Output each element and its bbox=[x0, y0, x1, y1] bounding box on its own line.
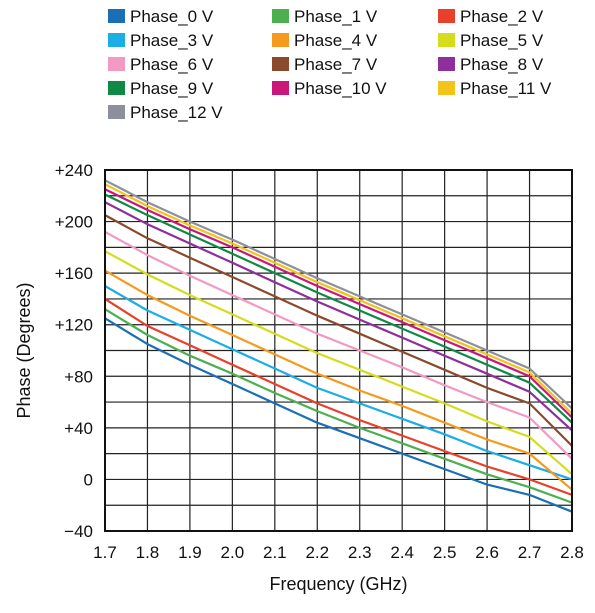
x-tick-label: 2.2 bbox=[305, 543, 329, 562]
legend-item: Phase_6 V bbox=[108, 55, 214, 74]
x-tick-label: 2.1 bbox=[263, 543, 287, 562]
x-tick-label: 2.5 bbox=[433, 543, 457, 562]
legend-swatch bbox=[108, 81, 125, 95]
x-tick-label: 2.4 bbox=[390, 543, 414, 562]
legend-label: Phase_7 V bbox=[294, 55, 378, 74]
legend-item: Phase_8 V bbox=[438, 55, 544, 74]
legend-label: Phase_2 V bbox=[460, 7, 544, 26]
legend-swatch bbox=[438, 57, 455, 71]
legend-label: Phase_1 V bbox=[294, 7, 378, 26]
legend-swatch bbox=[108, 33, 125, 47]
y-tick-label: −40 bbox=[64, 522, 93, 541]
series-lines bbox=[105, 180, 572, 511]
y-axis-title: Phase (Degrees) bbox=[14, 282, 34, 418]
legend-label: Phase_4 V bbox=[294, 31, 378, 50]
x-tick-label: 2.7 bbox=[518, 543, 542, 562]
y-tick-label: +120 bbox=[55, 316, 93, 335]
legend-swatch bbox=[108, 9, 125, 23]
legend-swatch bbox=[438, 9, 455, 23]
y-tick-label: +240 bbox=[55, 161, 93, 180]
x-tick-label: 1.8 bbox=[136, 543, 160, 562]
legend: Phase_0 V Phase_1 V Phase_2 V Phase_3 V Phas… bbox=[108, 7, 552, 122]
series-line-phase-6-v bbox=[105, 232, 572, 459]
y-tick-label: 0 bbox=[84, 470, 93, 489]
legend-label: Phase_10 V bbox=[294, 79, 387, 98]
legend-label: Phase_12 V bbox=[130, 103, 223, 122]
legend-swatch bbox=[272, 57, 289, 71]
x-tick-label: 1.9 bbox=[178, 543, 202, 562]
legend-label: Phase_11 V bbox=[460, 79, 552, 98]
legend-item: Phase_3 V bbox=[108, 31, 214, 50]
legend-label: Phase_0 V bbox=[130, 7, 214, 26]
legend-item: Phase_2 V bbox=[438, 7, 544, 26]
legend-item: Phase_0 V bbox=[108, 7, 214, 26]
x-tick-label: 2.0 bbox=[221, 543, 245, 562]
legend-swatch bbox=[108, 57, 125, 71]
legend-item: Phase_9 V bbox=[108, 79, 214, 98]
legend-item: Phase_1 V bbox=[272, 7, 378, 26]
legend-swatch bbox=[272, 81, 289, 95]
y-tick-label: +160 bbox=[55, 264, 93, 283]
x-tick-label: 2.8 bbox=[560, 543, 584, 562]
series-line-phase-2-v bbox=[105, 299, 572, 495]
legend-label: Phase_6 V bbox=[130, 55, 214, 74]
y-tick-label: +80 bbox=[64, 367, 93, 386]
y-tick-label: +200 bbox=[55, 213, 93, 232]
legend-label: Phase_5 V bbox=[460, 31, 544, 50]
x-tick-label: 1.7 bbox=[93, 543, 117, 562]
legend-item: Phase_7 V bbox=[272, 55, 378, 74]
legend-item: Phase_12 V bbox=[108, 103, 223, 122]
legend-item: Phase_10 V bbox=[272, 79, 387, 98]
legend-label: Phase_3 V bbox=[130, 31, 214, 50]
legend-item: Phase_5 V bbox=[438, 31, 544, 50]
legend-swatch bbox=[438, 81, 455, 95]
legend-label: Phase_8 V bbox=[460, 55, 544, 74]
legend-item: Phase_11 V bbox=[438, 79, 552, 98]
y-tick-labels: +240 +200 +160 +120 +80 +40 0 −40 bbox=[55, 161, 93, 541]
legend-swatch bbox=[272, 33, 289, 47]
series-line-phase-5-v bbox=[105, 251, 572, 474]
legend-item: Phase_4 V bbox=[272, 31, 378, 50]
y-tick-label: +40 bbox=[64, 419, 93, 438]
legend-label: Phase_9 V bbox=[130, 79, 214, 98]
legend-swatch bbox=[108, 105, 125, 119]
legend-swatch bbox=[272, 9, 289, 23]
grid bbox=[105, 170, 572, 531]
x-tick-labels: 1.7 1.8 1.9 2.0 2.1 2.2 2.3 2.4 2.5 2.6 2.7 2.8 bbox=[93, 543, 584, 562]
x-tick-label: 2.6 bbox=[475, 543, 499, 562]
x-tick-label: 2.3 bbox=[348, 543, 372, 562]
legend-swatch bbox=[438, 33, 455, 47]
x-axis-title: Frequency (GHz) bbox=[269, 574, 407, 594]
